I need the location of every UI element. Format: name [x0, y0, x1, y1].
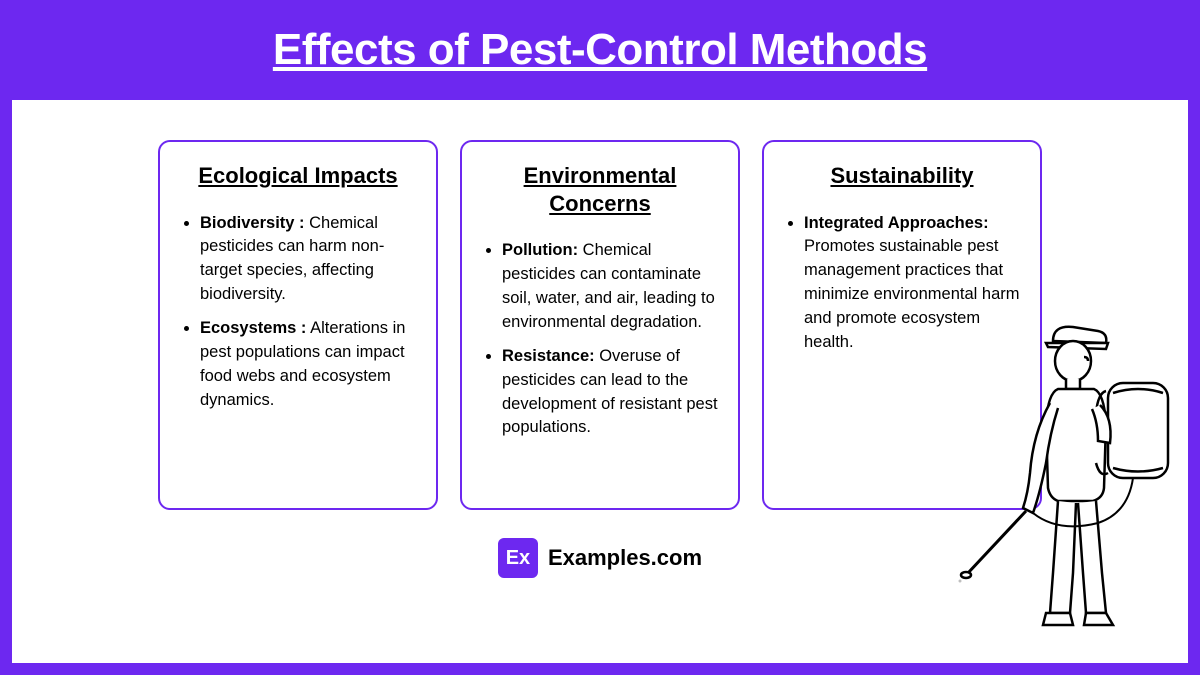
list-item: Ecosystems : Alterations in pest populat… — [200, 317, 418, 413]
card-title: Environmental Concerns — [480, 162, 720, 217]
card-list: Pollution: Chemical pesticides can conta… — [480, 239, 720, 440]
logo-text: Ex — [506, 547, 530, 570]
item-label: Ecosystems : — [200, 319, 306, 337]
item-label: Pollution: — [502, 241, 578, 259]
card-environmental-concerns: Environmental Concerns Pollution: Chemic… — [460, 140, 740, 510]
card-list: Biodiversity : Chemical pesticides can h… — [178, 212, 418, 413]
item-label: Resistance: — [502, 347, 595, 365]
content-area: Ecological Impacts Biodiversity : Chemic… — [12, 100, 1188, 663]
footer: Ex Examples.com — [112, 538, 1088, 578]
item-label: Integrated Approaches: — [804, 214, 989, 232]
cards-row: Ecological Impacts Biodiversity : Chemic… — [112, 140, 1088, 510]
logo-icon: Ex — [498, 538, 538, 578]
page-title: Effects of Pest-Control Methods — [273, 25, 927, 75]
list-item: Resistance: Overuse of pesticides can le… — [502, 345, 720, 441]
header: Effects of Pest-Control Methods — [0, 0, 1200, 100]
list-item: Pollution: Chemical pesticides can conta… — [502, 239, 720, 335]
footer-site-text: Examples.com — [548, 545, 702, 571]
pesticide-sprayer-icon — [958, 313, 1198, 633]
card-ecological-impacts: Ecological Impacts Biodiversity : Chemic… — [158, 140, 438, 510]
item-label: Biodiversity : — [200, 214, 305, 232]
card-title: Ecological Impacts — [178, 162, 418, 190]
card-title: Sustainability — [782, 162, 1022, 190]
list-item: Biodiversity : Chemical pesticides can h… — [200, 212, 418, 308]
